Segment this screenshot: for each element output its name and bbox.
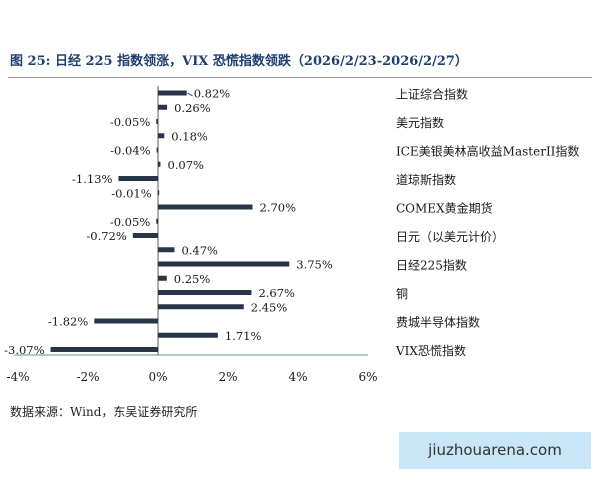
watermark-badge: jiuzhouarena.com: [399, 432, 591, 469]
bar-5-1: [158, 204, 253, 210]
value-label-9-2: 1.71%: [225, 329, 262, 343]
x-tick-label-5: 4%: [288, 370, 307, 384]
bar-1-1: [158, 90, 187, 96]
category-label-7: 日经225指数: [396, 258, 467, 273]
bar-6-2: [158, 247, 175, 253]
value-label-4-1: -1.13%: [72, 172, 112, 186]
bar-7-2: [158, 275, 167, 281]
category-label-3: ICE美银美林高收益MasterII指数: [396, 144, 579, 159]
bar-6-1: [132, 233, 158, 238]
x-tick-label-4: 2%: [218, 370, 237, 384]
bar-10-1: [50, 347, 158, 352]
label-leader-line: [187, 92, 193, 97]
value-label-8-2: 2.45%: [251, 300, 288, 314]
bar-3-1: [156, 147, 159, 153]
category-label-8: 铜: [396, 286, 408, 301]
bar-2-2: [158, 133, 165, 139]
value-label-8-1: 2.67%: [258, 286, 295, 300]
category-label-4: 道琼斯指数: [396, 172, 456, 187]
value-label-6-2: 0.47%: [181, 243, 218, 257]
value-label-2-2: 0.18%: [171, 129, 208, 143]
bar-8-1: [158, 290, 252, 295]
value-label-5-1: 2.70%: [260, 201, 297, 215]
value-label-5-2: -0.05%: [110, 215, 150, 229]
value-label-4-2: -0.01%: [111, 186, 151, 200]
value-label-7-2: 0.25%: [174, 272, 211, 286]
bar-7-1: [158, 261, 290, 267]
title-divider: [8, 77, 592, 78]
x-tick-label-6: 6%: [358, 370, 377, 384]
value-label-3-1: -0.04%: [110, 144, 150, 158]
bar-1-2: [158, 104, 168, 110]
value-label-7-1: 3.75%: [296, 258, 333, 272]
category-label-5: COMEX黄金期货: [396, 201, 493, 216]
figure-title: 图 25: 日经 225 指数领涨，VIX 恐慌指数领跌（2026/2/23-2…: [10, 54, 468, 69]
value-label-10-1: -3.07%: [4, 343, 44, 357]
value-label-1-2: 0.26%: [174, 101, 211, 115]
category-label-10: VIX恐慌指数: [395, 343, 466, 358]
bar-4-1: [118, 176, 158, 181]
x-tick-label-1: -4%: [6, 370, 29, 384]
value-label-9-1: -1.82%: [48, 315, 88, 329]
value-label-1-1: 0.82%: [194, 87, 231, 101]
category-label-9: 费城半导体指数: [396, 315, 480, 330]
bar-2-1: [156, 119, 158, 124]
value-label-2-1: -0.05%: [110, 115, 150, 129]
bar-9-2: [158, 332, 218, 338]
category-label-1: 上证综合指数: [396, 87, 468, 102]
source-note: 数据来源：Wind，东吴证券研究所: [10, 405, 198, 419]
value-label-6-1: -0.72%: [86, 229, 126, 243]
bar-8-2: [158, 304, 244, 310]
x-tick-label-2: -2%: [76, 370, 99, 384]
bar-9-1: [94, 318, 158, 324]
value-label-3-2: 0.07%: [167, 158, 204, 172]
bar-5-2: [156, 218, 158, 224]
x-tick-label-3: 0%: [148, 370, 167, 384]
category-label-6: 日元（以美元计价）: [396, 230, 504, 244]
bar-chart: 0.82%0.26% 上证综合指数 -0.05% 0.18% 美元指数 -0.04% 0.0…: [4, 86, 579, 384]
bar-3-2: [158, 161, 161, 167]
category-label-2: 美元指数: [396, 115, 444, 130]
